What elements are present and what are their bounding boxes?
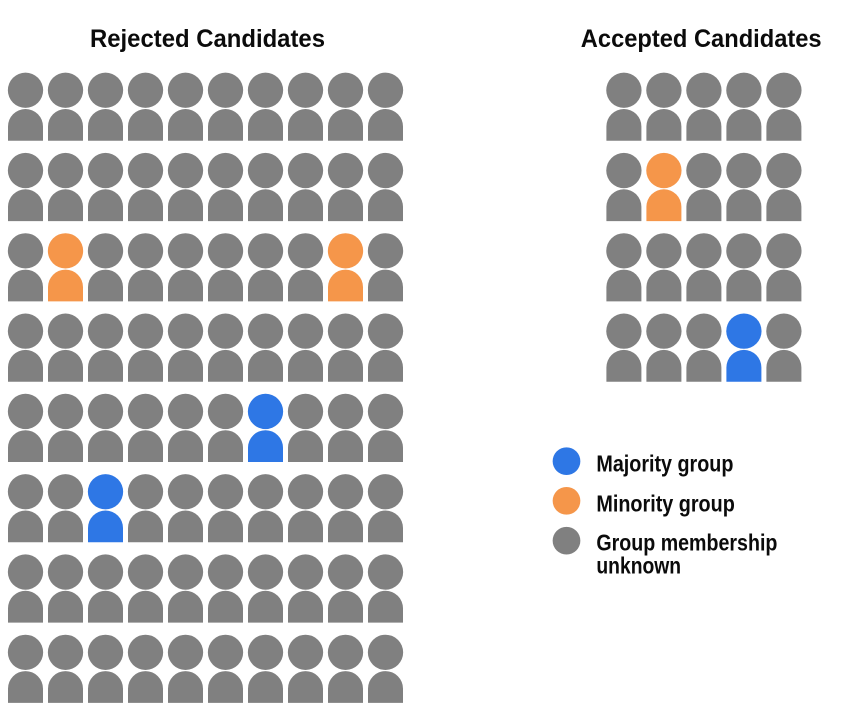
- svg-text:Group membership: Group membership: [596, 530, 777, 556]
- svg-text:Minority group: Minority group: [596, 490, 734, 516]
- svg-text:Majority group: Majority group: [596, 450, 733, 476]
- svg-text:unknown: unknown: [596, 553, 681, 579]
- svg-text:Rejected Candidates: Rejected Candidates: [90, 25, 325, 53]
- svg-text:Accepted Candidates: Accepted Candidates: [581, 25, 822, 53]
